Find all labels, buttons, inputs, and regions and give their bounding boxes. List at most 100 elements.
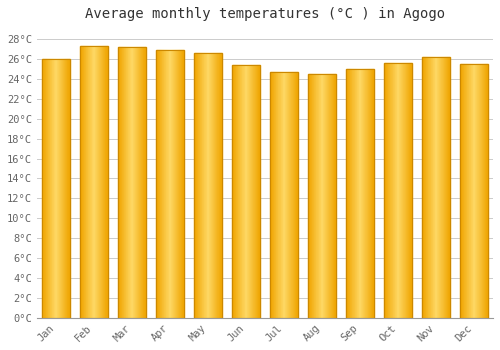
Bar <box>463 64 464 318</box>
Bar <box>384 63 385 318</box>
Bar <box>270 72 297 318</box>
Bar <box>245 65 246 318</box>
Bar <box>254 65 255 318</box>
Bar <box>56 59 57 318</box>
Bar <box>119 47 120 318</box>
Bar <box>424 57 425 318</box>
Bar <box>218 53 219 318</box>
Bar <box>49 59 50 318</box>
Bar <box>426 57 427 318</box>
Bar <box>284 72 286 318</box>
Bar <box>162 50 163 318</box>
Bar <box>460 64 487 318</box>
Bar <box>460 64 461 318</box>
Bar <box>402 63 403 318</box>
Bar <box>480 64 481 318</box>
Bar <box>93 46 94 318</box>
Bar <box>293 72 294 318</box>
Bar <box>134 47 136 318</box>
Bar <box>297 72 298 318</box>
Bar <box>196 53 197 318</box>
Bar <box>440 57 441 318</box>
Bar <box>140 47 141 318</box>
Bar <box>465 64 466 318</box>
Bar <box>290 72 291 318</box>
Bar <box>257 65 258 318</box>
Bar <box>59 59 60 318</box>
Bar <box>207 53 208 318</box>
Bar <box>322 74 324 318</box>
Bar <box>107 46 108 318</box>
Bar <box>202 53 203 318</box>
Bar <box>143 47 144 318</box>
Bar <box>243 65 244 318</box>
Bar <box>482 64 483 318</box>
Bar <box>87 46 88 318</box>
Bar <box>371 69 372 318</box>
Bar <box>242 65 243 318</box>
Bar <box>346 69 347 318</box>
Bar <box>367 69 368 318</box>
Bar <box>105 46 106 318</box>
Bar <box>477 64 478 318</box>
Bar <box>159 50 160 318</box>
Bar <box>221 53 222 318</box>
Bar <box>431 57 432 318</box>
Bar <box>144 47 145 318</box>
Bar <box>236 65 237 318</box>
Bar <box>330 74 331 318</box>
Bar <box>441 57 442 318</box>
Bar <box>120 47 121 318</box>
Bar <box>84 46 85 318</box>
Bar <box>246 65 248 318</box>
Bar <box>42 59 70 318</box>
Bar <box>404 63 405 318</box>
Bar <box>195 53 196 318</box>
Bar <box>163 50 164 318</box>
Bar <box>270 72 271 318</box>
Bar <box>181 50 182 318</box>
Bar <box>156 50 157 318</box>
Bar <box>448 57 449 318</box>
Bar <box>276 72 277 318</box>
Bar <box>194 53 222 318</box>
Bar <box>443 57 444 318</box>
Bar <box>423 57 424 318</box>
Bar <box>392 63 393 318</box>
Bar <box>347 69 348 318</box>
Bar <box>95 46 96 318</box>
Bar <box>312 74 313 318</box>
Bar <box>428 57 429 318</box>
Bar <box>409 63 410 318</box>
Bar <box>461 64 462 318</box>
Bar <box>314 74 315 318</box>
Bar <box>156 50 184 318</box>
Bar <box>42 59 43 318</box>
Bar <box>406 63 407 318</box>
Bar <box>360 69 362 318</box>
Bar <box>391 63 392 318</box>
Bar <box>324 74 326 318</box>
Bar <box>369 69 370 318</box>
Bar <box>308 74 309 318</box>
Bar <box>60 59 62 318</box>
Bar <box>118 47 146 318</box>
Bar <box>178 50 179 318</box>
Bar <box>462 64 463 318</box>
Bar <box>468 64 469 318</box>
Bar <box>346 69 374 318</box>
Bar <box>158 50 159 318</box>
Bar <box>273 72 274 318</box>
Bar <box>232 65 260 318</box>
Bar <box>238 65 239 318</box>
Bar <box>388 63 389 318</box>
Bar <box>331 74 332 318</box>
Bar <box>220 53 221 318</box>
Bar <box>291 72 292 318</box>
Bar <box>80 46 81 318</box>
Bar <box>165 50 166 318</box>
Bar <box>349 69 350 318</box>
Bar <box>214 53 216 318</box>
Bar <box>86 46 87 318</box>
Bar <box>356 69 357 318</box>
